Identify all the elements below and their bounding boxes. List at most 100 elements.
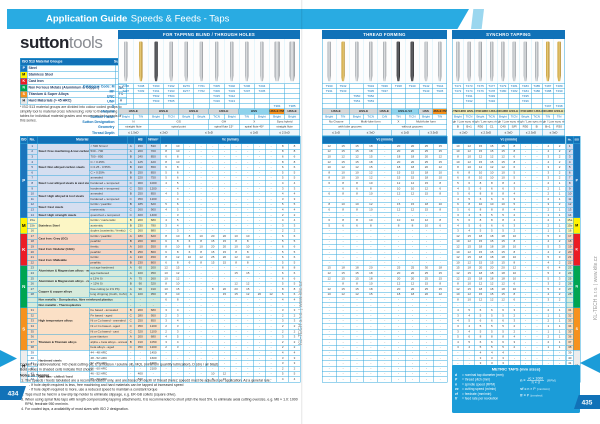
vc-cell: 1 <box>553 217 566 224</box>
vc-cell: 8 <box>508 143 521 150</box>
vc-cell: - <box>531 154 543 160</box>
vc-cell: - <box>264 148 278 155</box>
surface-finish-cell: Bright <box>476 114 487 119</box>
vc-cell: 5 <box>288 175 301 182</box>
catalogue-code-cell: T494 <box>486 99 498 104</box>
catalogue-code-cell: T492 <box>464 99 475 104</box>
catalogue-code-cell: T503 <box>149 99 164 104</box>
catalogue-code-cell: T476 <box>475 89 487 94</box>
catalogue-code-row: T950 T952 <box>322 94 447 99</box>
catalogue-code-cell <box>464 104 475 109</box>
catalogue-code-cell: T316 <box>209 99 225 104</box>
tap-photo <box>364 39 378 84</box>
table-row: --------- <box>322 339 448 346</box>
thread-forming-table: Vc (m/min) 12 15 15 18-20 20 25 15 12 15 15 18-20 20… <box>322 136 448 383</box>
surface-finish-cell: Bright <box>119 114 134 119</box>
catalogue-code-cell <box>119 94 134 99</box>
material-group-name: Cast Iron <box>27 78 115 85</box>
table-row: 16 duplex (austenitic / ferritic) C 260 880-… <box>20 228 301 235</box>
table-row: 9 hardened + tempered C 350 1200-4- - - - - - - -3 3 <box>20 185 301 192</box>
tap-photo <box>486 39 498 84</box>
catalogue-code-cell <box>392 89 406 94</box>
index-number-cell: 13 <box>566 207 574 213</box>
catalogue-code-cell: T493 <box>486 94 498 99</box>
tap-photo <box>149 39 164 84</box>
catalogue-code-cell <box>336 104 351 109</box>
vc-cell: 1 <box>553 222 566 229</box>
table-row: --------- <box>322 307 448 314</box>
material-subtype-cell: 700 - 850 <box>88 154 128 160</box>
surface-finish-cell: Bright <box>323 114 337 119</box>
vc-cell: 4 <box>288 217 301 224</box>
table-row: 3 <box>566 154 580 160</box>
table-row: --------- <box>322 244 448 250</box>
band-cell: HSS-E PM <box>269 109 285 114</box>
tap-shank <box>546 41 550 82</box>
geometry-row: with lube grooves without grooves <box>322 124 447 130</box>
band-cell: B <box>531 124 543 130</box>
band-cell: GH <box>209 119 240 124</box>
surface-finish-cell: TiCN <box>509 114 520 119</box>
table-row: 8 10 10 12-15 15 18 10 <box>322 175 448 182</box>
vc-cell: - <box>253 169 266 176</box>
vc-cell: - <box>264 238 278 245</box>
table-row: 8 10 12 12 12 6- -3 2 <box>452 297 566 303</box>
table-row: 12 15 15 18-20 20 25 15 <box>322 270 448 277</box>
vc-cell: - <box>531 228 543 235</box>
band-cell: HSS-E-V3 <box>391 109 419 114</box>
material-subtype-cell: martensitic <box>88 207 128 213</box>
vc-cell: 10 <box>508 233 521 240</box>
catalogue-code-cell <box>498 104 509 109</box>
catalogue-code-cell: T935 <box>364 89 378 94</box>
catalogue-code-cell <box>509 104 520 109</box>
catalogue-code-cell <box>179 94 195 99</box>
iso-group-cell: P <box>20 143 28 219</box>
table-row: --------- <box>322 238 448 245</box>
catalogue-code-cell <box>255 94 270 99</box>
vc-cell: 1 <box>553 185 566 192</box>
table-row: --------- <box>322 297 448 303</box>
vc-cell: - <box>264 196 278 203</box>
table-row: 28 long chipping (CuZn, CuSn) A 100 350 8 10- -… <box>20 291 301 298</box>
vc-cell: - <box>264 185 278 192</box>
vc-cell: - <box>253 164 266 171</box>
catalogue-code-cell: T302 <box>224 84 240 89</box>
catalogue-code-cell: T482 <box>509 89 520 94</box>
catalogue-code-row: T491 T493 T495 <box>452 94 565 99</box>
index-iso-cell: N <box>573 265 581 309</box>
note-sub-item: - If hole depth required is less, free m… <box>29 383 184 387</box>
vc-cell: 2 <box>553 169 566 176</box>
panel-title: SYNCHRO TAPPING <box>452 30 565 39</box>
table-row: 15 18 18 20-25 25 30 18 <box>322 265 448 272</box>
table-row: 4 Steel: Non alloyed carbon steels C < 0.2… <box>20 159 301 176</box>
material-subtype-cell: annealed <box>88 175 128 182</box>
tap-shank <box>396 41 401 82</box>
catalogue-code-cell: T938 <box>392 84 406 89</box>
metric-definition: P = thread pitch (mm) <box>455 378 491 382</box>
band-cell: ≤ 2.5xD <box>520 130 543 136</box>
vc-cell: - <box>253 217 266 224</box>
band-cell: HSS-E <box>322 109 350 114</box>
surface-finish-cell: TiCN <box>164 114 179 119</box>
material-subtype-cell: hardened + tempered <box>88 196 128 203</box>
panel-tapping-blind-through-holes: FOR TAPPING BLIND / THROUGH HOLES T206 T20… <box>118 30 300 136</box>
page-number-right: 435 <box>574 395 600 409</box>
table-row: 12 15 15 18-20 20 25 15 <box>322 148 448 155</box>
panel-title: THREAD FORMING <box>322 30 447 39</box>
vc-cell: 15 <box>433 159 448 166</box>
tap-shank <box>501 41 505 82</box>
vc-cell: - <box>433 249 448 256</box>
vc-cell: 2 <box>288 228 301 235</box>
band-cell: HSS-E <box>148 109 179 114</box>
table-row: 10 12 12 15-18 18 20 12 <box>322 154 448 160</box>
vc-cell: 8 <box>508 249 521 256</box>
catalogue-code-cell <box>475 104 487 109</box>
legend-rows: PSteelPAMStainless SteelMAKCast IronKBNN… <box>20 65 127 104</box>
catalogue-code-cell <box>134 94 149 99</box>
vc-cell: 3 <box>508 185 521 192</box>
surface-finish-cell: CrN <box>378 114 392 119</box>
surface-finish-cell: TiCN <box>486 114 498 119</box>
vc-cell: - <box>253 154 266 160</box>
